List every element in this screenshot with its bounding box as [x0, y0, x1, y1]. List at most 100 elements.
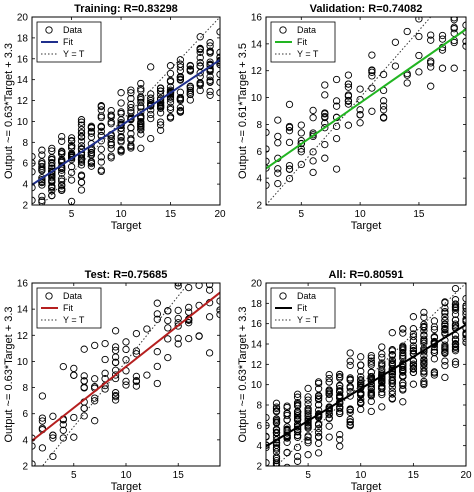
data-point [321, 113, 329, 122]
data-point [156, 87, 165, 95]
data-point [272, 404, 281, 413]
x-tick-label: 20 [214, 209, 226, 220]
data-point [344, 80, 353, 88]
data-point [272, 399, 281, 407]
data-point [285, 138, 294, 147]
data-point [29, 214, 35, 220]
y-tick-label: 2 [256, 462, 262, 473]
data-point [218, 283, 220, 284]
subplot-title: All: R=0.80591 [329, 269, 404, 281]
data-point [356, 85, 364, 93]
legend-identity-label: Y = T [297, 315, 319, 325]
data-point [332, 134, 341, 143]
data-point [367, 361, 375, 369]
data-point [325, 433, 333, 441]
data-point [314, 424, 323, 433]
data-point [346, 408, 354, 417]
data-point [111, 393, 120, 401]
data-point [325, 404, 333, 412]
data-point [293, 402, 302, 410]
data-point [186, 82, 194, 90]
data-point [132, 377, 141, 386]
data-point [332, 122, 341, 131]
data-point [441, 308, 449, 316]
data-point [147, 63, 155, 71]
data-point [314, 400, 323, 409]
data-point [196, 86, 204, 95]
data-point [38, 417, 47, 425]
data-point [388, 356, 396, 365]
data-point [166, 103, 175, 111]
data-point [132, 382, 141, 390]
data-point [272, 444, 281, 452]
data-point [403, 71, 411, 79]
data-point [206, 78, 214, 86]
y-tick-label: 20 [251, 279, 263, 290]
data-point [32, 168, 36, 176]
data-point [174, 340, 182, 348]
data-point [451, 331, 460, 340]
data-point [58, 169, 66, 177]
data-point [420, 322, 428, 331]
data-point [450, 25, 458, 33]
data-point [49, 412, 57, 420]
data-point [196, 33, 204, 41]
legend: Data Fit Y = T [270, 287, 336, 329]
data-point [272, 448, 281, 456]
data-point [137, 87, 145, 95]
data-point [164, 324, 172, 332]
data-point [67, 134, 76, 142]
data-point [164, 335, 172, 343]
data-point [379, 97, 388, 105]
y-tick-label: 18 [251, 299, 263, 310]
y-tick-label: 4 [22, 180, 28, 191]
data-point [117, 148, 125, 156]
legend-data-label: Data [297, 25, 316, 35]
data-point [420, 377, 428, 386]
data-point [166, 105, 175, 114]
data-point [127, 130, 135, 138]
data-point [285, 100, 294, 109]
plot-frame [31, 16, 221, 206]
data-point [346, 357, 354, 365]
data-point [32, 184, 36, 192]
data-point [368, 107, 376, 115]
data-point [205, 286, 214, 294]
data-point [38, 146, 46, 154]
x-tick-label: 5 [305, 470, 311, 481]
data-point [107, 120, 115, 128]
data-point [132, 372, 141, 381]
data-point [309, 157, 317, 165]
data-point [97, 123, 105, 131]
data-point [304, 400, 312, 408]
data-point [409, 313, 418, 321]
data-point [388, 361, 396, 369]
fit-line [32, 291, 220, 442]
data-point [263, 472, 269, 478]
data-point [97, 153, 105, 161]
data-point [409, 380, 418, 388]
data-point [451, 360, 460, 369]
data-point [293, 407, 302, 416]
data-point [420, 352, 428, 360]
x-tick-label: 15 [165, 209, 177, 220]
y-tick-label: 16 [17, 54, 29, 65]
data-point [272, 456, 281, 465]
y-tick-label: 8 [22, 138, 28, 149]
data-point [174, 283, 182, 290]
data-point [272, 453, 281, 461]
subplot-1: 5 10 15 20 2 4 6 8 10 12 14 16 18 20 Training: R=0.832… [3, 3, 226, 232]
data-point [297, 160, 305, 169]
y-tick-label: 14 [17, 75, 29, 86]
data-point [409, 342, 418, 350]
data-point [164, 353, 172, 362]
data-point [336, 373, 344, 381]
data-point [166, 113, 175, 121]
data-point [399, 329, 407, 337]
legend-data-label: Data [63, 291, 82, 301]
data-point [127, 89, 135, 97]
identity-line [41, 17, 220, 205]
subplot-title: Validation: R=0.74082 [310, 3, 423, 15]
data-point [137, 79, 145, 88]
data-point [367, 389, 375, 397]
